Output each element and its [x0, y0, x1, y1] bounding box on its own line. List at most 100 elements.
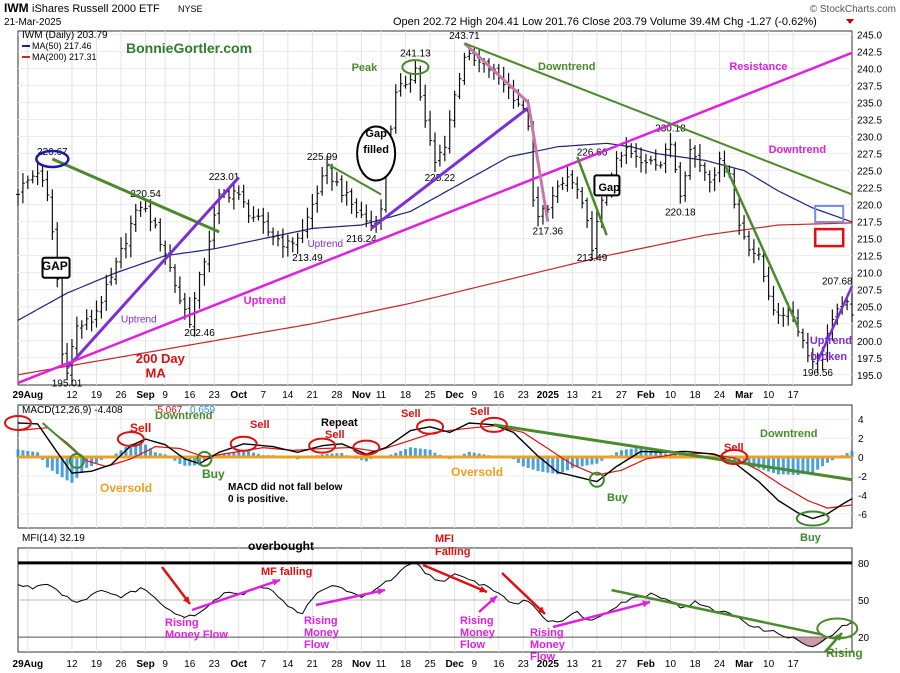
macd-histogram-bar — [232, 451, 236, 458]
macd-histogram-bar — [462, 453, 466, 458]
x-axis-label-bottom: 21 — [307, 659, 319, 670]
macd-histogram-bar — [85, 457, 89, 468]
macd-histogram-bar — [472, 452, 476, 458]
price-level-label: 223.01 — [209, 172, 240, 183]
x-axis-label: Feb — [637, 390, 655, 401]
exchange-label: NYSE — [178, 4, 203, 14]
macd-histogram-bar — [31, 451, 35, 458]
x-axis-label: Oct — [230, 390, 247, 401]
uptrend-broken-line1: Uptrend — [810, 335, 852, 347]
x-axis-label: 29Aug — [13, 390, 44, 401]
mfi-rising-arrow-head — [489, 596, 497, 604]
macd-histogram-bar — [825, 457, 829, 463]
mfi-rising-arrow — [315, 588, 386, 607]
mfi-falling-arrow — [422, 563, 488, 594]
mfi-rising-arrow-head — [377, 588, 385, 595]
macd-sell-label: Sell — [325, 429, 345, 441]
macd-histogram-bar — [732, 457, 736, 462]
stockcharts-credit: © StockCharts.com — [810, 4, 896, 15]
price-level-label: 202.46 — [184, 328, 215, 339]
macd-histogram-bar — [477, 453, 481, 458]
x-axis-label-bottom: 7 — [261, 659, 267, 670]
macd-histogram-bar — [222, 453, 226, 458]
x-axis-label-bottom: Oct — [230, 659, 247, 670]
x-axis-label-bottom: 14 — [282, 659, 294, 670]
x-axis-label: 16 — [493, 390, 505, 401]
ma50-line — [17, 142, 853, 321]
price-tick-label: 227.5 — [857, 150, 882, 161]
macd-histogram-bar — [408, 447, 412, 458]
x-axis-label: 21 — [591, 390, 603, 401]
price-level-label: 195.01 — [52, 379, 83, 390]
macd-histogram-bar — [60, 457, 64, 478]
macd-sell-circle — [4, 414, 32, 431]
macd-buy-label: Buy — [800, 532, 822, 544]
macd-hist-legend: 0.659 — [190, 405, 215, 416]
x-axis-label: 13 — [567, 390, 579, 401]
ma200-line — [17, 222, 853, 376]
x-axis-label-bottom: 9 — [471, 659, 477, 670]
symbol-label: IWM — [4, 1, 29, 15]
macd-histogram-bar — [148, 448, 152, 458]
mfi-legend: MFI(14) 32.19 — [22, 533, 85, 544]
mfi-line — [17, 561, 853, 648]
x-axis-label: 18 — [689, 390, 701, 401]
chart-date: 21-Mar-2025 — [4, 17, 62, 28]
macd-histogram-bar — [139, 444, 143, 458]
uptrend-annotation: Uptrend — [307, 239, 343, 250]
macd-histogram-bar — [575, 457, 579, 468]
price-level-label: 225.99 — [307, 152, 338, 163]
macd-oversold-label: Oversold — [451, 465, 503, 479]
x-axis-label: Nov — [352, 390, 371, 401]
price-tick-label: 215.0 — [857, 235, 882, 246]
x-axis-label-bottom: 27 — [616, 659, 628, 670]
x-axis-label: 23 — [518, 390, 530, 401]
x-axis-label-bottom: 26 — [115, 659, 127, 670]
x-axis-label-bottom: 25 — [425, 659, 437, 670]
macd-histogram-bar — [845, 452, 849, 458]
downtrend-line-oct — [326, 162, 382, 196]
x-axis-label-bottom: 18 — [689, 659, 701, 670]
macd-signal-legend: -5.067 — [154, 405, 183, 416]
macd-tick-label: -2 — [858, 472, 867, 483]
x-axis-label-bottom: 10 — [665, 659, 677, 670]
macd-histogram-bar — [26, 450, 30, 458]
macd-tick-label: 2 — [858, 434, 864, 445]
x-axis-label: Sep — [136, 390, 154, 401]
macd-legend: MACD(12,26,9) -4.408 — [22, 405, 123, 416]
macd-histogram-bar — [654, 451, 658, 458]
macd-histogram-bar — [727, 457, 731, 461]
macd-histogram-bar — [178, 457, 182, 464]
macd-buy-circle — [588, 471, 605, 488]
price-panel-frame — [17, 30, 853, 386]
price-level-label: 241.13 — [400, 49, 431, 60]
macd-histogram-bar — [188, 457, 192, 466]
price-tick-label: 200.0 — [857, 337, 882, 348]
quote-line: Open 202.72 High 204.41 Low 201.76 Close… — [393, 16, 817, 28]
x-axis-label-bottom: Feb — [637, 659, 655, 670]
macd-histogram-bar — [94, 457, 98, 463]
ma200-annotation-line2: MA — [146, 366, 167, 381]
mfi-falling-arrow-head — [182, 596, 190, 604]
rising-money-flow-label: Money — [530, 639, 566, 651]
price-tick-label: 205.0 — [857, 303, 882, 314]
x-axis-label: 27 — [616, 390, 628, 401]
macd-tick-label: -4 — [858, 491, 867, 502]
macd-histogram-bar — [536, 457, 540, 472]
mfi-rising-arrow — [552, 600, 651, 629]
mfi-falling-line2: Falling — [435, 546, 470, 558]
macd-histogram-bar — [124, 447, 128, 458]
rising-money-flow-label: Flow — [460, 639, 485, 651]
macd-histogram-bar — [55, 457, 59, 475]
macd-line — [17, 422, 853, 520]
security-name: iShares Russell 2000 ETF — [32, 3, 160, 15]
downtrend-line-aug — [51, 157, 220, 234]
x-axis-label-bottom: 16 — [184, 659, 196, 670]
x-axis-label-bottom: 28 — [331, 659, 343, 670]
gap-annotation-jan: Gap — [598, 182, 620, 194]
macd-histogram-bar — [359, 457, 363, 461]
aug-top-circle — [35, 149, 70, 169]
x-axis-label-bottom: 2025 — [537, 659, 560, 670]
macd-histogram-bar — [144, 444, 148, 458]
macd-histogram-bar — [747, 457, 751, 466]
